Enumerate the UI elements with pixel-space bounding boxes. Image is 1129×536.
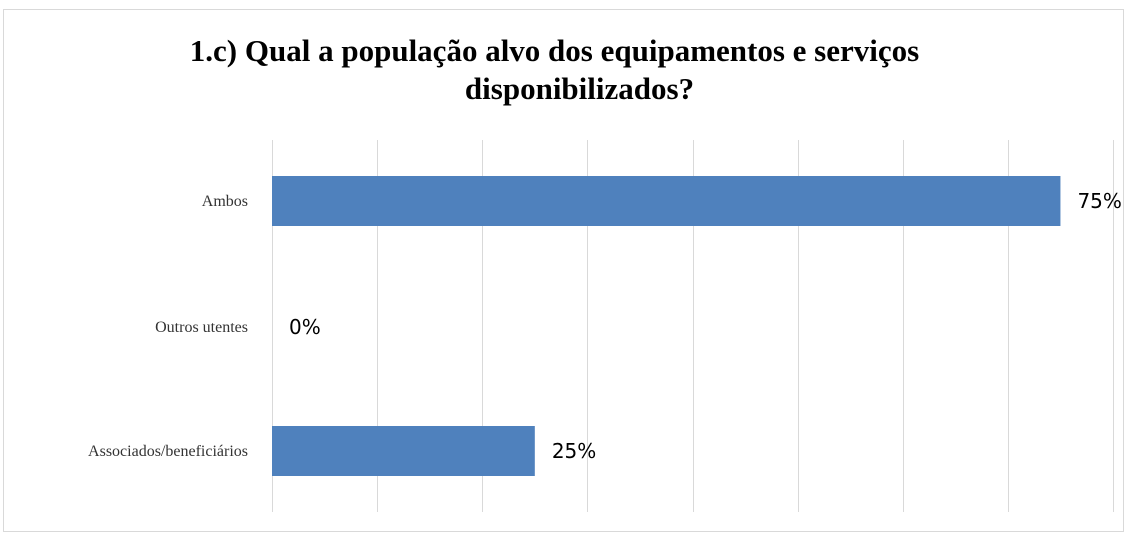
category-labels: Ambos Outros utentes Associados/beneficiár… [88, 193, 248, 460]
data-label: 25% [552, 439, 596, 463]
bar [272, 176, 1061, 226]
category-label: Ambos [202, 193, 248, 210]
chart-title-line-2: disponibilizados? [464, 71, 695, 106]
category-label: Outros utentes [155, 319, 248, 336]
chart-title-line-1: 1.c) Qual a população alvo dos equipamen… [189, 33, 920, 68]
chart-title: 1.c) Qual a população alvo dos equipamen… [0, 32, 1129, 108]
category-label: Associados/beneficiários [88, 443, 248, 460]
chart-frame [3, 9, 1124, 532]
data-label: 75% [1077, 189, 1121, 213]
bar [272, 426, 535, 476]
data-label: 0% [289, 315, 321, 339]
bars [272, 176, 1061, 476]
data-labels: 75% 0% 25% [289, 189, 1122, 463]
